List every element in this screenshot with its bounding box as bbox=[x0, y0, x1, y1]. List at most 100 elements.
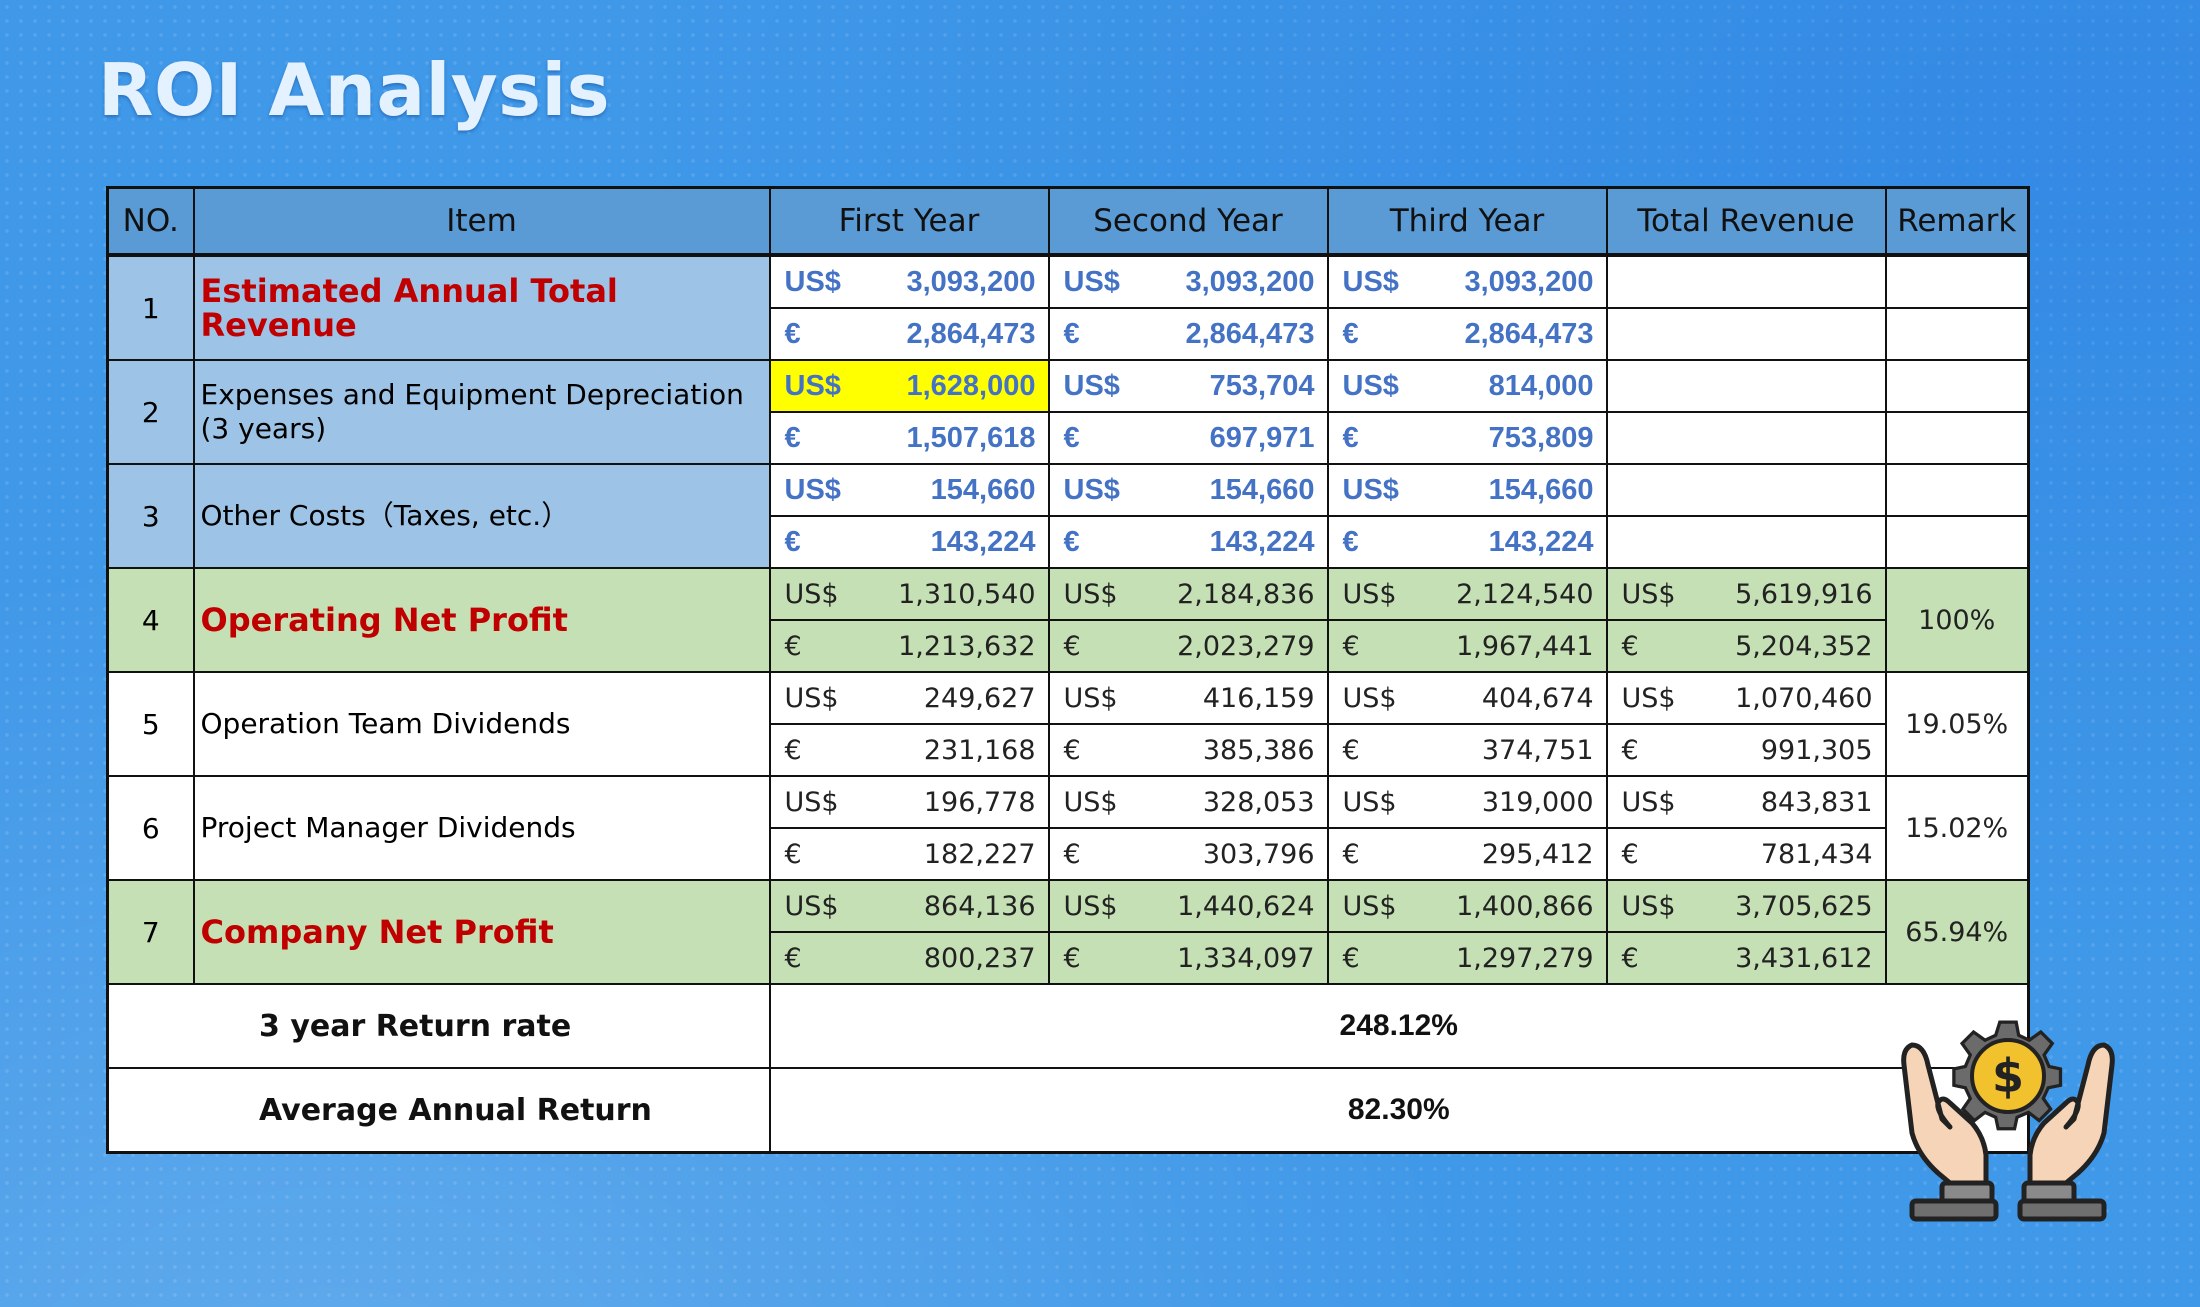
row-number: 7 bbox=[106, 879, 195, 985]
table-row: 7 Company Net Profit US$ 864,136 US$ 1,440… bbox=[106, 879, 2030, 985]
page-title: ROI Analysis bbox=[98, 48, 611, 132]
table-row: 5 Operation Team Dividends US$ 249,627 US… bbox=[106, 671, 2030, 777]
roi-table: NO. Item First Year Second Year Third Ye… bbox=[106, 186, 2030, 1154]
amount-cell: 1,400,866 bbox=[1456, 890, 1594, 922]
table-row: 4 Operating Net Profit US$ 1,310,540 US$ 2… bbox=[106, 567, 2030, 673]
table-row: €800,237 €1,334,097 €1,297,279 €3,431,61… bbox=[108, 931, 2029, 985]
table-row: €1,507,618 €697,971 €753,809 bbox=[108, 411, 2030, 465]
remark-cell: 65.94% bbox=[1884, 879, 2030, 985]
summary-row: 3 year Return rate 248.12% bbox=[106, 983, 2030, 1069]
row-item: Expenses and Equipment Depreciation (3 y… bbox=[192, 359, 771, 465]
amount-cell: 800,237 bbox=[923, 942, 1036, 974]
currency-label: US$ bbox=[1621, 578, 1676, 610]
empty-cell bbox=[1884, 307, 2030, 361]
currency-label: € bbox=[784, 630, 802, 662]
amount-cell: 864,136 bbox=[923, 890, 1036, 922]
amount-cell: 154,660 bbox=[1209, 473, 1315, 506]
currency-label: € bbox=[784, 525, 801, 558]
row-item: Operating Net Profit bbox=[192, 567, 771, 673]
amount-cell: 143,224 bbox=[1209, 525, 1315, 558]
amount-cell: 249,627 bbox=[923, 682, 1036, 714]
amount-cell: 154,660 bbox=[1488, 473, 1594, 506]
currency-label: € bbox=[784, 942, 802, 974]
currency-label: € bbox=[1063, 734, 1081, 766]
currency-label: € bbox=[1063, 630, 1081, 662]
amount-cell: 2,023,279 bbox=[1177, 630, 1315, 662]
amount-cell: 1,334,097 bbox=[1177, 942, 1315, 974]
currency-label: US$ bbox=[1063, 890, 1118, 922]
currency-label: US$ bbox=[1621, 786, 1676, 818]
currency-label: € bbox=[1342, 525, 1359, 558]
amount-cell: 2,864,473 bbox=[1185, 317, 1315, 350]
col-header-item: Item bbox=[192, 186, 771, 257]
amount-cell: 319,000 bbox=[1481, 786, 1594, 818]
amount-cell: 697,971 bbox=[1209, 421, 1315, 454]
col-header-no: NO. bbox=[106, 186, 195, 257]
currency-label: € bbox=[1342, 838, 1360, 870]
empty-cell bbox=[1884, 359, 2030, 413]
remark-cell: 100% bbox=[1884, 567, 2030, 673]
currency-label: € bbox=[1342, 421, 1359, 454]
amount-cell: 154,660 bbox=[930, 473, 1036, 506]
return-rate-label: 3 year Return rate bbox=[106, 983, 771, 1069]
summary-row: Average Annual Return 82.30% bbox=[106, 1067, 2030, 1154]
currency-label: US$ bbox=[1621, 890, 1676, 922]
currency-label: US$ bbox=[1063, 578, 1118, 610]
table-row: €231,168 €385,386 €374,751 €991,305 bbox=[108, 723, 2029, 777]
table-row: 1 Estimated Annual Total Revenue US$ 3,09… bbox=[106, 254, 2030, 361]
row-item: Other Costs（Taxes, etc.） bbox=[192, 463, 771, 569]
currency-label: € bbox=[1621, 630, 1639, 662]
amount-cell: 1,310,540 bbox=[898, 578, 1036, 610]
currency-label: € bbox=[1063, 421, 1080, 454]
currency-label: € bbox=[784, 838, 802, 870]
currency-label: € bbox=[1621, 734, 1639, 766]
amount-cell: 5,619,916 bbox=[1735, 578, 1873, 610]
row-number: 1 bbox=[106, 254, 195, 361]
amount-cell: 814,000 bbox=[1488, 369, 1594, 402]
currency-label: US$ bbox=[784, 473, 841, 506]
table-row: 6 Project Manager Dividends US$ 196,778 U… bbox=[106, 775, 2030, 881]
currency-label: € bbox=[1621, 838, 1639, 870]
currency-label: € bbox=[1342, 942, 1360, 974]
amount-cell: 2,184,836 bbox=[1177, 578, 1315, 610]
table-row: €1,213,632 €2,023,279 €1,967,441 €5,204,… bbox=[108, 619, 2029, 673]
amount-cell: 5,204,352 bbox=[1735, 630, 1873, 662]
average-return-value: 82.30% bbox=[768, 1067, 2030, 1154]
currency-label: US$ bbox=[784, 369, 841, 402]
currency-label: US$ bbox=[1342, 369, 1399, 402]
col-header-total-revenue: Total Revenue bbox=[1605, 186, 1887, 257]
currency-label: US$ bbox=[1342, 682, 1397, 714]
currency-label: US$ bbox=[1342, 473, 1399, 506]
remark-cell: 15.02% bbox=[1884, 775, 2030, 881]
table-row: €2,864,473 €2,864,473 €2,864,473 bbox=[108, 307, 2030, 361]
currency-label: US$ bbox=[784, 265, 841, 298]
currency-label: US$ bbox=[1063, 473, 1120, 506]
amount-cell: 303,796 bbox=[1202, 838, 1315, 870]
currency-label: € bbox=[1342, 317, 1359, 350]
currency-label: US$ bbox=[1063, 369, 1120, 402]
amount-cell: 1,967,441 bbox=[1456, 630, 1594, 662]
remark-cell: 19.05% bbox=[1884, 671, 2030, 777]
amount-cell: 3,093,200 bbox=[1185, 265, 1315, 298]
svg-text:$: $ bbox=[1992, 1049, 2024, 1103]
amount-cell: 1,297,279 bbox=[1456, 942, 1594, 974]
currency-label: € bbox=[1063, 525, 1080, 558]
empty-cell bbox=[1884, 254, 2030, 309]
currency-label: € bbox=[784, 317, 801, 350]
currency-label: US$ bbox=[1621, 682, 1676, 714]
amount-cell: 404,674 bbox=[1481, 682, 1594, 714]
currency-label: US$ bbox=[1063, 682, 1118, 714]
col-header-first-year: First Year bbox=[768, 186, 1050, 257]
amount-cell: 416,159 bbox=[1202, 682, 1315, 714]
currency-label: € bbox=[1621, 942, 1639, 974]
amount-cell: 231,168 bbox=[923, 734, 1036, 766]
amount-cell: 3,431,612 bbox=[1735, 942, 1873, 974]
currency-label: US$ bbox=[1342, 786, 1397, 818]
currency-label: € bbox=[784, 421, 801, 454]
empty-cell bbox=[1605, 515, 1887, 569]
amount-cell: 2,864,473 bbox=[1464, 317, 1594, 350]
amount-cell: 753,809 bbox=[1488, 421, 1594, 454]
row-number: 4 bbox=[106, 567, 195, 673]
row-item: Operation Team Dividends bbox=[192, 671, 771, 777]
amount-cell: 385,386 bbox=[1202, 734, 1315, 766]
